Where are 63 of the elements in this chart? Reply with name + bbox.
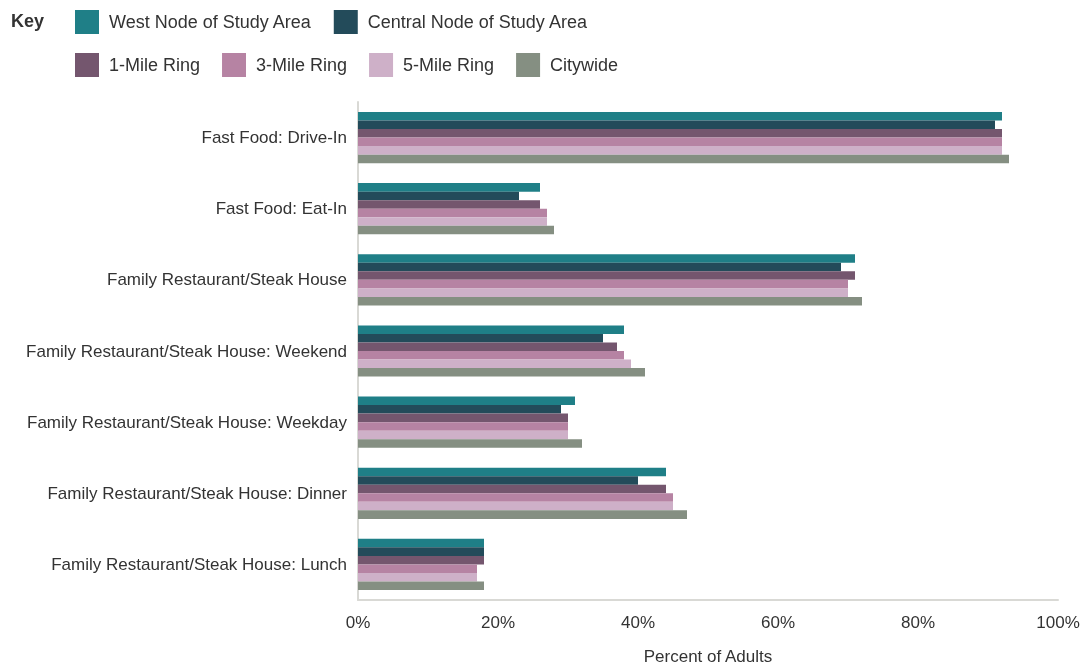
x-tick-label: 100% [1036,613,1080,632]
bar [358,439,582,448]
bar [358,137,1002,147]
bar [358,296,862,306]
x-tick-label: 80% [900,613,936,632]
bar [358,191,519,201]
y-tick-label: Fast Food: Eat-In [215,199,347,219]
bar [358,279,848,289]
legend-label: 5-Mile Ring [403,55,495,75]
bar [358,476,638,485]
bar [358,467,666,477]
bar [358,572,477,582]
bar [358,413,568,423]
bar [358,333,603,343]
bar [358,405,561,414]
bar [358,225,554,235]
bar [358,208,547,218]
bar [358,146,1002,155]
y-tick-label: Family Restaurant/Steak House: Dinner [47,483,348,503]
legend-label: 1-Mile Ring [109,55,201,75]
bar [358,430,568,440]
bar [358,501,673,511]
bar [358,111,1002,121]
x-axis-title: Percent of Adults [643,647,773,666]
bar [358,217,547,226]
y-tick-label: Family Restaurant/Steak House [107,270,347,290]
bar [358,396,575,406]
bar [358,325,624,334]
legend-label: Central Node of Study Area [367,12,588,32]
bar [358,200,540,209]
bar [358,510,687,519]
bar [358,538,484,548]
legend-label: West Node of Study Area [109,12,312,32]
bar [358,342,617,351]
bar [358,493,673,502]
bar [358,368,645,377]
x-tick-label: 0% [345,613,371,632]
bar [358,183,540,192]
bar [358,564,477,573]
y-tick-label: Family Restaurant/Steak House: Weekend [26,341,347,361]
bar [358,351,624,360]
bar [358,262,841,272]
bar [358,120,995,130]
bar [358,422,568,431]
bar [358,547,484,556]
bar [358,254,855,263]
bar [358,271,855,280]
bar [358,129,1002,138]
bar [358,484,666,494]
x-tick-label: 20% [480,613,516,632]
legend-title: Key [11,11,45,31]
y-tick-label: Fast Food: Drive-In [201,128,347,148]
bar [358,359,631,369]
y-tick-label: Family Restaurant/Steak House: Lunch [51,554,347,574]
y-tick-label: Family Restaurant/Steak House: Weekday [27,412,348,432]
bar [358,581,484,591]
bar [358,555,484,565]
legend-label: Citywide [550,55,619,75]
bar [358,288,848,297]
bar [358,154,1009,164]
x-tick-label: 60% [760,613,796,632]
x-tick-label: 40% [620,613,656,632]
legend-label: 3-Mile Ring [256,55,348,75]
